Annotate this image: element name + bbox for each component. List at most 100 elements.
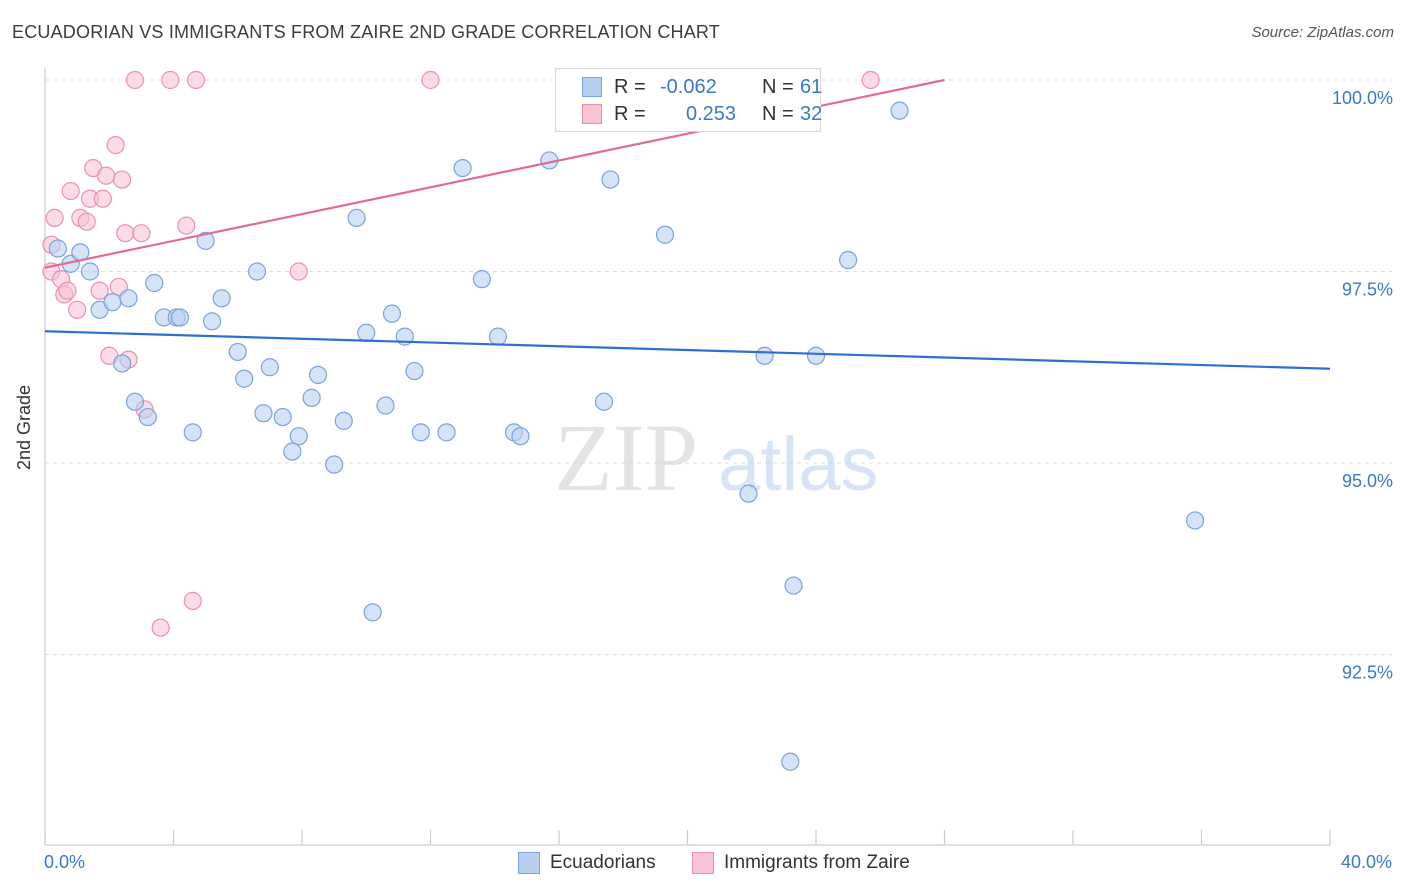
y-tick-label: 92.5%	[1342, 663, 1393, 683]
legend-label-zaire: Immigrants from Zaire	[724, 852, 910, 873]
series-legend: Ecuadorians Immigrants from Zaire	[0, 852, 1406, 876]
ecuadorian-point	[125, 392, 145, 411]
zaire-point	[96, 166, 116, 185]
ecuadorian-point	[890, 101, 909, 120]
legend-swatch-zaire	[582, 104, 602, 124]
ecuadorian-points	[48, 70, 1205, 771]
ecuadorian-point	[283, 442, 302, 461]
ecuadorian-point	[103, 293, 122, 312]
ecuadorian-point	[112, 354, 132, 373]
y-tick-labels: 100.0% 97.5% 95.0% 92.5%	[1332, 88, 1393, 683]
legend-r-value: -0.062	[660, 75, 717, 98]
zaire-point	[45, 208, 64, 227]
ecuadorian-point	[405, 361, 424, 381]
zaire-point	[68, 300, 87, 319]
ecuadorian-point	[202, 312, 222, 331]
legend-n-value: 61	[800, 75, 823, 98]
zaire-point	[61, 181, 80, 201]
zaire-point	[861, 70, 880, 90]
ecuadorian-point	[363, 603, 382, 622]
stats-legend: R = -0.062 N = 61 R = 0.253 N = 32	[555, 68, 823, 132]
legend-r-label: R =	[614, 75, 646, 98]
ecuadorian-point	[289, 427, 308, 446]
legend-r-label: R =	[614, 102, 646, 125]
zaire-point	[186, 70, 206, 90]
zaire-points	[42, 70, 880, 637]
zaire-point	[125, 70, 145, 90]
zaire-point	[132, 224, 151, 243]
ecuadorian-point	[488, 327, 508, 346]
ecuadorian-point	[247, 262, 267, 281]
ecuadorian-point	[594, 392, 614, 411]
x-tick-label-max: 40.0%	[1340, 852, 1392, 872]
ecuadorian-point	[138, 407, 157, 427]
ecuadorian-point	[755, 346, 774, 365]
ecuadorian-point	[382, 304, 402, 323]
zaire-point	[116, 224, 135, 243]
ecuadorian-point	[119, 289, 138, 308]
ecuadorian-point	[170, 308, 190, 327]
zaire-point	[90, 281, 109, 300]
grid-lines	[45, 79, 1392, 655]
ecuadorian-point	[273, 407, 292, 427]
ecuadorian-point	[472, 270, 491, 289]
zaire-point	[112, 170, 132, 189]
ecuadorian-point	[48, 239, 67, 258]
zaire-point	[161, 70, 180, 90]
ecuadorian-point	[437, 423, 456, 442]
legend-label-ecuadorians: Ecuadorians	[550, 852, 656, 873]
zaire-point	[177, 216, 196, 235]
ecuadorian-point	[302, 388, 321, 407]
ecuadorian-point	[308, 365, 328, 385]
ecuadorian-point	[601, 170, 620, 189]
zaire-point	[106, 136, 125, 155]
ecuadorian-point	[655, 225, 675, 244]
source-label: Source: ZipAtlas.com	[1251, 24, 1394, 41]
legend-n-label: N =	[762, 102, 794, 125]
ecuadorian-point	[781, 752, 800, 771]
ecuadorian-point	[260, 358, 279, 377]
zaire-point	[421, 70, 440, 90]
ecuadorian-point	[334, 411, 353, 430]
ecuadorian-point	[254, 404, 273, 423]
ecuadorian-point	[235, 369, 254, 388]
watermark-zip: ZIP	[554, 404, 698, 511]
legend-item-zaire: Immigrants from Zaire	[692, 852, 910, 874]
legend-item-ecuadorians: Ecuadorians	[518, 852, 656, 874]
ecuadorian-point	[806, 346, 826, 365]
legend-swatch-zaire	[692, 852, 714, 874]
ecuadorian-point	[183, 423, 202, 442]
ecuadorian-point	[196, 231, 215, 250]
zaire-point	[58, 281, 77, 300]
ecuadorian-point	[145, 273, 164, 293]
ecuadorian-trend-line	[44, 330, 1331, 370]
zaire-point	[289, 262, 308, 281]
axes	[44, 68, 1331, 846]
y-tick-label: 97.5%	[1342, 280, 1393, 300]
zaire-point	[93, 189, 112, 208]
ecuadorian-point	[325, 455, 344, 474]
ecuadorian-point	[376, 396, 395, 415]
legend-swatch-ecuadorians	[582, 77, 602, 97]
y-tick-label: 95.0%	[1342, 471, 1393, 491]
y-tick-label: 100.0%	[1332, 88, 1393, 108]
zaire-point	[151, 618, 170, 637]
ecuadorian-point	[784, 576, 803, 595]
ecuadorian-point	[511, 427, 530, 446]
ecuadorian-point	[739, 484, 758, 503]
ecuadorian-point	[411, 423, 430, 442]
zaire-point	[183, 591, 202, 610]
ecuadorian-point	[357, 323, 376, 342]
legend-swatch-ecuadorians	[518, 852, 540, 874]
legend-n-label: N =	[762, 75, 794, 98]
ecuadorian-point	[453, 158, 472, 178]
chart-title: ECUADORIAN VS IMMIGRANTS FROM ZAIRE 2ND …	[12, 22, 720, 42]
zaire-point	[77, 212, 96, 231]
ecuadorian-point	[212, 289, 231, 308]
ecuadorian-point	[839, 250, 858, 270]
ecuadorian-point	[347, 208, 366, 227]
legend-n-value: 32	[800, 102, 823, 125]
ecuadorian-point	[80, 262, 100, 281]
ecuadorian-point	[228, 342, 247, 362]
